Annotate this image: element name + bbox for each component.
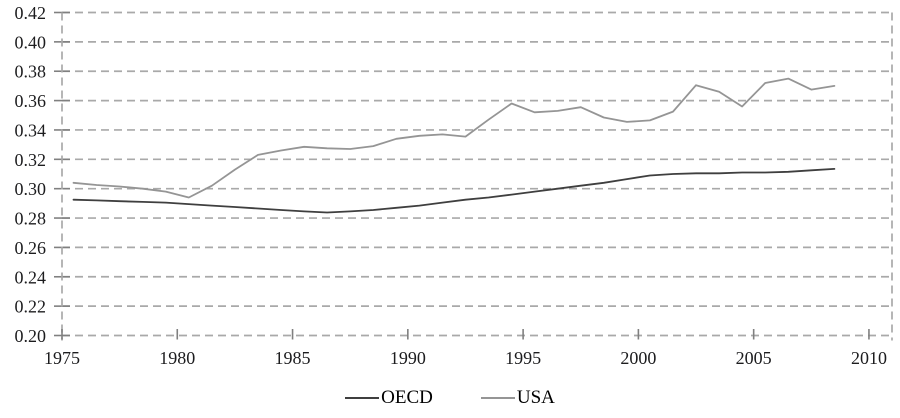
x-tick-label: 2000 xyxy=(620,348,656,368)
y-tick-label: 0.42 xyxy=(15,3,47,23)
chart-plot-area: 0.20 0.22 0.24 0.26 0.28 0.30 0.32 0.34 0.36 0.38… xyxy=(15,3,893,368)
y-tick-label: 0.34 xyxy=(15,120,47,140)
y-tick-label: 0.36 xyxy=(15,91,47,111)
y-tick-label: 0.24 xyxy=(15,267,47,287)
y-tick-label: 0.22 xyxy=(15,297,47,317)
usa-series-line xyxy=(72,77,836,199)
legend-label-oecd: OECD xyxy=(381,387,433,408)
legend-item-oecd: OECD xyxy=(345,387,433,409)
oecd-line-swatch xyxy=(345,397,380,399)
y-tick-label: 0.40 xyxy=(15,32,47,52)
y-tick-label: 0.30 xyxy=(15,179,47,199)
x-tick-label: 2010 xyxy=(851,348,887,368)
y-tick-label: 0.38 xyxy=(15,62,47,82)
y-tick-label: 0.32 xyxy=(15,150,47,170)
x-tick-label: 1980 xyxy=(159,348,195,368)
usa-line-swatch xyxy=(480,397,515,399)
x-tick-label: 1995 xyxy=(505,348,541,368)
x-tick-label: 1990 xyxy=(390,348,426,368)
legend-label-usa: USA xyxy=(516,387,555,408)
x-tick-label: 2005 xyxy=(736,348,772,368)
x-tick-label: 1985 xyxy=(275,348,311,368)
y-tick-label: 0.26 xyxy=(15,238,47,258)
oecd-series-line xyxy=(72,167,836,214)
y-tick-label: 0.20 xyxy=(15,326,47,346)
y-tick-label: 0.28 xyxy=(15,209,47,229)
legend-item-usa: USA xyxy=(480,387,555,409)
x-tick-label: 1975 xyxy=(44,348,80,368)
chart-legend: OECD USA xyxy=(0,384,900,412)
